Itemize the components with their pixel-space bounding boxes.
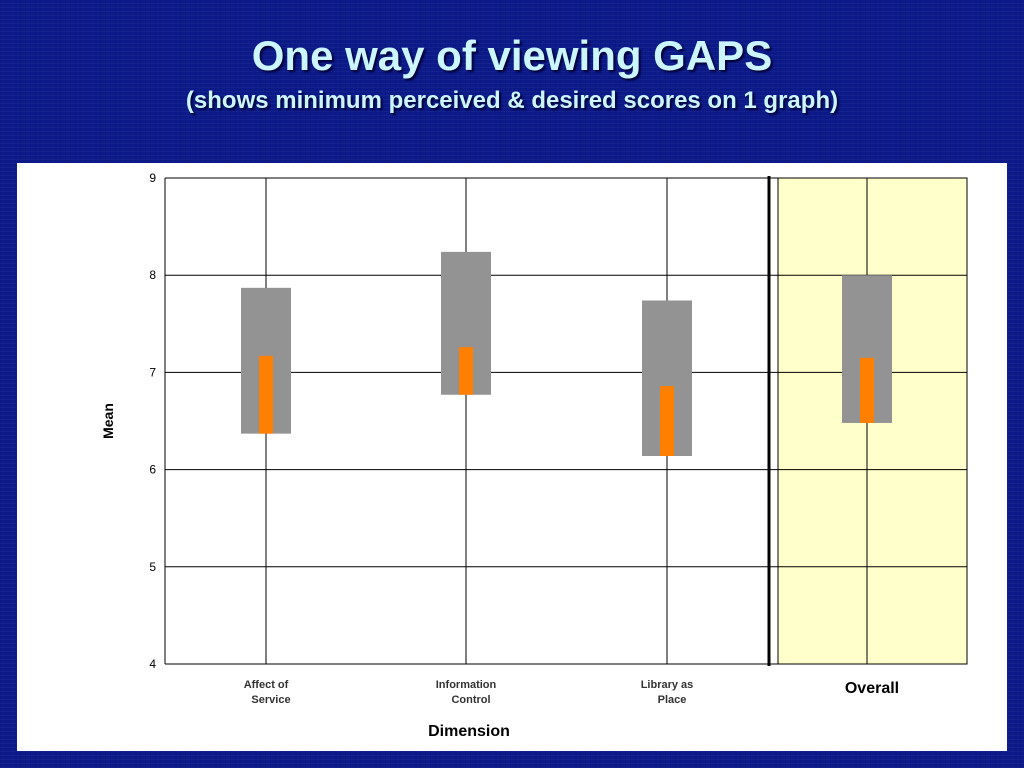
slide-subtitle: (shows minimum perceived & desired score… <box>185 87 839 114</box>
y-tick-label: 4 <box>149 657 156 671</box>
bars-layer <box>241 251 892 456</box>
y-axis-title: Mean <box>100 403 116 439</box>
y-tick-label: 7 <box>149 365 156 379</box>
x-tick-label: Library as <box>641 679 694 691</box>
x-tick-label: Service <box>251 694 290 706</box>
x-tick-label: Affect of <box>244 679 289 691</box>
x-axis-title: Dimension <box>428 723 510 740</box>
labels-layer: 4 5 6 7 8 9 Affect of Service Information Control… <box>149 171 899 706</box>
overall-label: Overall <box>845 680 899 697</box>
perceived-bar <box>660 386 674 456</box>
x-tick-label: Information <box>436 679 497 691</box>
chart-panel: 4 5 6 7 8 9 Affect of Service Information Control… <box>17 163 1007 751</box>
perceived-bar <box>860 357 874 423</box>
y-tick-label: 9 <box>149 171 156 185</box>
y-tick-label: 8 <box>149 268 156 282</box>
y-tick-label: 5 <box>149 560 156 574</box>
perceived-bar <box>459 347 473 395</box>
slide-title: One way of viewing GAPS <box>251 32 773 79</box>
gap-chart: 4 5 6 7 8 9 Affect of Service Information Control… <box>100 171 968 740</box>
x-tick-label: Control <box>451 694 490 706</box>
y-tick-label: 6 <box>149 463 156 477</box>
x-tick-label: Place <box>658 694 687 706</box>
perceived-bar <box>259 355 273 434</box>
